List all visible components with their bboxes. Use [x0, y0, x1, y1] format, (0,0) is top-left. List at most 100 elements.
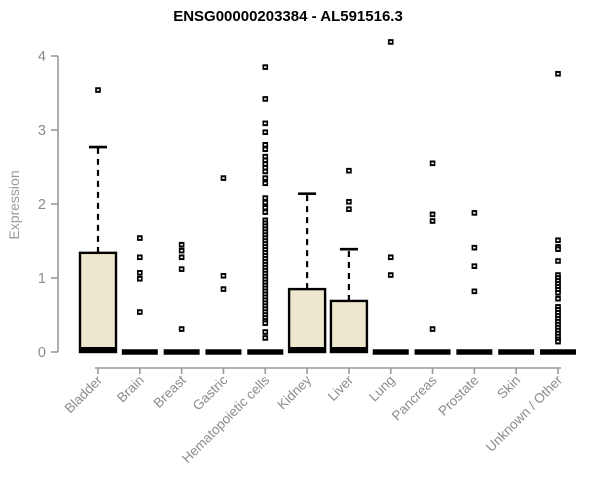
outlier-point [471, 244, 478, 251]
outlier-point [262, 232, 269, 238]
outlier-point [555, 281, 561, 287]
x-tick-label: Liver [325, 372, 357, 404]
outlier-point [555, 290, 561, 296]
outlier-point [555, 315, 561, 322]
outlier-square-center [264, 305, 267, 307]
outlier-square-center [556, 274, 560, 276]
outlier-square-center [556, 280, 560, 282]
outlier-point [262, 120, 269, 127]
outlier-square-center [264, 249, 267, 251]
outlier-square-center [264, 148, 267, 151]
outlier-square-center [264, 290, 267, 293]
outlier-square-center [556, 277, 560, 279]
chart-title: ENSG00000203384 - AL591516.3 [173, 8, 403, 25]
outlier-point [178, 247, 185, 254]
y-tick-label: 4 [38, 49, 46, 65]
outlier-square-center [473, 265, 476, 267]
outlier-square-center [264, 66, 267, 68]
outlier-square-center [264, 231, 267, 233]
x-tick-label: Breast [151, 372, 189, 410]
y-tick-label: 0 [38, 345, 46, 361]
outlier-square-center [138, 277, 142, 280]
outlier-point [262, 142, 269, 148]
outlier-point [262, 303, 269, 309]
outlier-point [262, 253, 269, 259]
outlier-square-center [389, 256, 392, 259]
outlier-square-center [431, 162, 434, 165]
outlier-square-center [180, 328, 183, 330]
x-tick-label: Kidney [274, 372, 314, 412]
outlier-square-center [556, 283, 560, 285]
outlier-square-center [264, 252, 267, 254]
outlier-square-center [264, 159, 267, 162]
outlier-square-center [389, 41, 392, 43]
outlier-square-center [264, 155, 267, 158]
outlier-square-center [264, 322, 267, 324]
outlier-square-center [431, 328, 434, 330]
outlier-square-center [556, 260, 560, 262]
outlier-point [555, 304, 561, 310]
outlier-point [555, 258, 561, 264]
outlier-square-center [264, 331, 267, 333]
outlier-point [262, 309, 269, 315]
outlier-point [262, 291, 269, 298]
outlier-point [262, 282, 269, 289]
outlier-point [262, 264, 269, 271]
outlier-point [262, 199, 269, 206]
outlier-square-center [264, 246, 267, 248]
outlier-square-center [264, 163, 267, 165]
outlier-point [555, 318, 561, 325]
outlier-square-center [264, 237, 267, 239]
outlier-square-center [264, 299, 267, 301]
outlier-square-center [556, 309, 560, 311]
outlier-point [262, 247, 269, 253]
outlier-square-center [264, 234, 267, 236]
outlier-square-center [180, 243, 183, 246]
outlier-point [346, 167, 352, 174]
outlier-point [262, 175, 269, 181]
outlier-square-center [264, 284, 267, 287]
outlier-square-center [556, 297, 560, 300]
y-tick-label: 1 [38, 271, 46, 287]
outlier-point [262, 244, 269, 250]
outlier-square-center [389, 274, 392, 276]
outlier-square-center [264, 211, 267, 213]
outlier-point [220, 286, 227, 292]
outlier-point [387, 254, 394, 261]
outlier-point [262, 267, 269, 274]
outlier-square-center [556, 326, 560, 329]
outlier-point [555, 333, 561, 340]
outlier-point [555, 284, 561, 290]
outlier-point [387, 39, 394, 45]
outlier-square-center [264, 177, 267, 179]
outlier-square-center [556, 248, 560, 250]
outlier-point [262, 255, 269, 262]
outlier-point [429, 211, 436, 218]
outlier-point [178, 266, 185, 272]
x-tick-label: Skin [494, 373, 523, 402]
outlier-square-center [264, 263, 267, 266]
outlier-square-center [222, 177, 225, 179]
outlier-square-center [264, 222, 267, 225]
outlier-square-center [264, 308, 267, 310]
outlier-point [262, 306, 269, 312]
outlier-square-center [264, 197, 267, 199]
outlier-point [555, 324, 561, 331]
outlier-point [262, 335, 269, 341]
outlier-point [262, 288, 269, 295]
x-tick-label: Prostate [435, 373, 481, 419]
outlier-square-center [264, 225, 267, 227]
y-tick-label: 2 [38, 197, 46, 213]
outlier-point [262, 220, 269, 227]
outlier-point [262, 241, 269, 247]
outlier-square-center [264, 278, 267, 281]
outlier-point [262, 261, 269, 268]
outlier-point [220, 175, 227, 181]
outlier-point [262, 276, 269, 283]
outlier-point [262, 270, 269, 277]
outlier-point [262, 168, 269, 175]
outlier-square-center [347, 169, 351, 172]
outlier-square-center [138, 256, 142, 259]
outlier-square-center [473, 212, 476, 214]
